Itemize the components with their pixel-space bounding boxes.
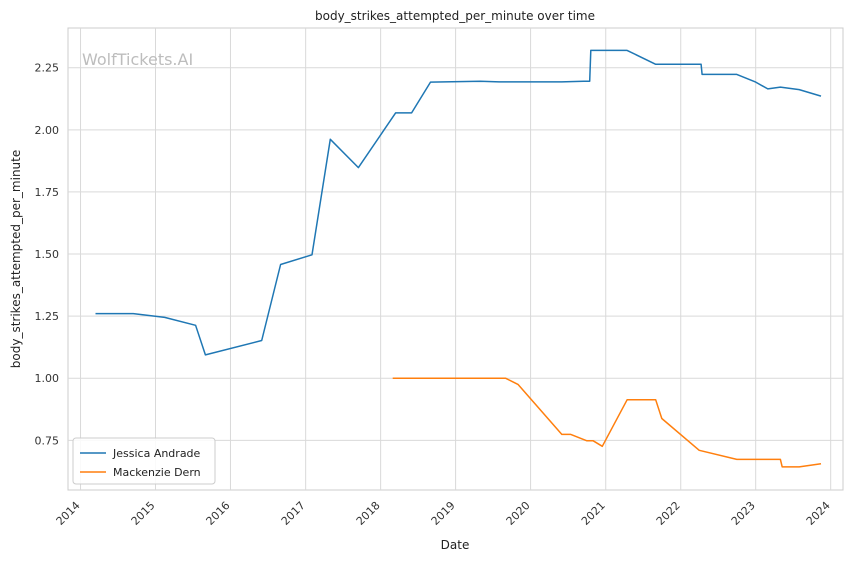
y-tick-label: 1.75 [35,186,60,199]
x-tick-label: 2024 [804,499,833,528]
y-axis-ticks: 0.75 1.00 1.25 1.50 1.75 2.00 2.25 [35,62,60,448]
chart-title: body_strikes_attempted_per_minute over t… [315,9,595,23]
watermark-text: WolfTickets.AI [82,50,193,69]
x-tick-label: 2018 [354,499,383,528]
x-axis-ticks: 2014 2015 2016 2017 2018 2019 2020 2021 2022 2023… [54,499,833,528]
gridlines [68,28,843,490]
x-tick-label: 2020 [504,499,533,528]
legend-box [72,437,216,485]
x-tick-label: 2021 [579,499,608,528]
y-tick-label: 2.00 [35,124,60,137]
x-tick-label: 2014 [54,499,83,528]
y-tick-label: 1.00 [35,372,60,385]
y-tick-label: 0.75 [35,434,60,447]
y-tick-label: 1.25 [35,310,60,323]
x-tick-label: 2016 [204,499,233,528]
y-tick-label: 1.50 [35,248,60,261]
x-tick-label: 2023 [729,499,758,528]
x-tick-label: 2015 [129,499,158,528]
x-tick-label: 2017 [279,499,308,528]
y-tick-label: 2.25 [35,62,60,75]
series-line-mackenzie-dern [392,377,822,468]
legend: Jessica Andrade Mackenzie Dern [72,437,216,485]
legend-label-jessica-andrade: Jessica Andrade [112,447,201,460]
legend-label-mackenzie-dern: Mackenzie Dern [113,466,201,479]
x-tick-label: 2019 [429,499,458,528]
y-axis-title: body_strikes_attempted_per_minute [9,150,23,368]
x-axis-title: Date [441,538,470,552]
series-lines [95,49,822,468]
x-tick-label: 2022 [654,499,683,528]
series-line-jessica-andrade [95,49,822,356]
